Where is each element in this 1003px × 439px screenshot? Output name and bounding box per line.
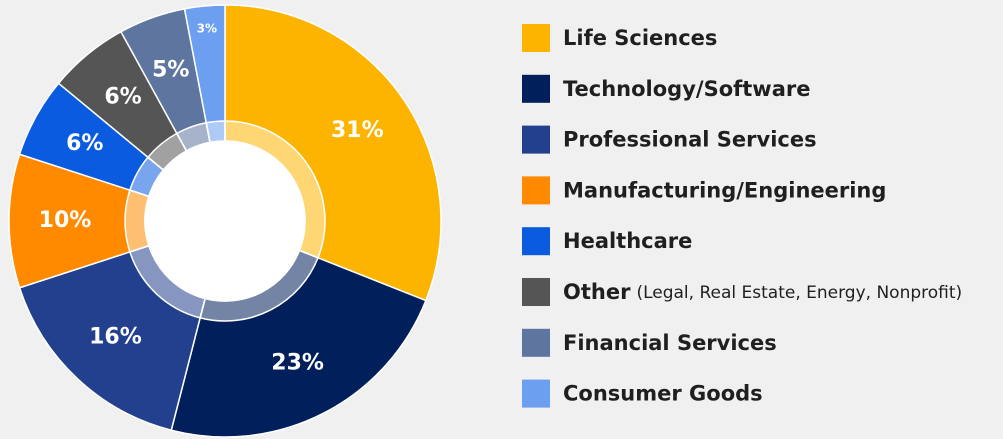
inner-band (205, 120, 226, 144)
legend-label: Financial Services (563, 331, 777, 355)
legend-name: Technology/Software (563, 77, 810, 101)
legend-swatch (522, 176, 550, 205)
legend-swatch (522, 125, 550, 154)
donut-hole (145, 141, 305, 301)
legend-name: Manufacturing/Engineering (563, 178, 886, 202)
legend-swatch (522, 74, 550, 103)
legend-swatch (522, 227, 550, 256)
data-label: 3% (197, 21, 217, 35)
legend-label: Healthcare (563, 229, 692, 253)
legend-swatch (522, 24, 550, 52)
data-label: 10% (39, 208, 92, 233)
legend-note: (Legal, Real Estate, Energy, Nonprofit) (636, 283, 962, 303)
data-label: 6% (104, 85, 141, 110)
legend-swatch (522, 379, 550, 408)
legend-label: Life Sciences (563, 26, 717, 50)
data-label: 23% (271, 351, 324, 376)
legend-name: Healthcare (563, 229, 692, 253)
legend-name: Other (563, 280, 631, 304)
legend-name: Professional Services (563, 128, 817, 152)
data-label: 5% (152, 57, 189, 82)
data-label: 6% (66, 131, 103, 156)
data-label: 16% (89, 325, 142, 350)
legend-label: Manufacturing/Engineering (563, 178, 886, 202)
legend-name: Consumer Goods (563, 382, 763, 406)
legend-label: Technology/Software (563, 77, 810, 101)
legend-label: Professional Services (563, 128, 817, 152)
legend-swatch (522, 278, 550, 306)
legend-name: Financial Services (563, 331, 777, 355)
legend-label: Other (Legal, Real Estate, Energy, Nonpro… (563, 280, 962, 304)
data-label: 31% (331, 118, 384, 143)
legend-swatch (522, 328, 550, 357)
legend-label: Consumer Goods (563, 382, 763, 406)
legend-name: Life Sciences (563, 26, 717, 50)
